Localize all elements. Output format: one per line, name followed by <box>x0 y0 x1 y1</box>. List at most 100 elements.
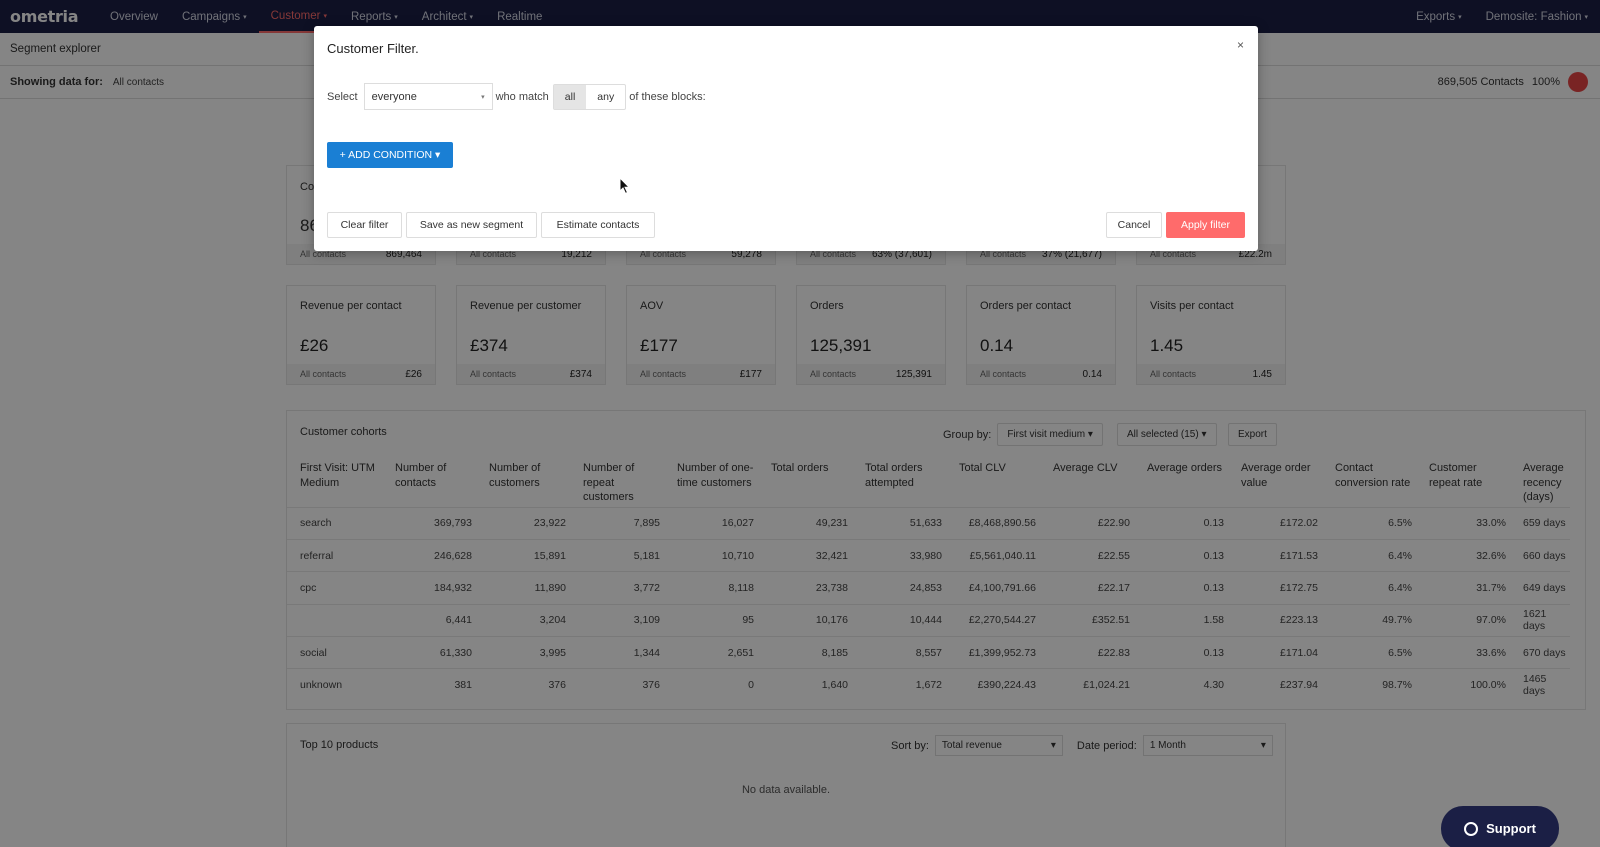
table-cell: 1465 days <box>1510 668 1570 702</box>
table-cell: 3,772 <box>570 571 664 605</box>
close-icon[interactable]: × <box>1236 38 1244 52</box>
table-cell: £22.17 <box>1040 571 1134 605</box>
column-header[interactable]: Average recency (days) <box>1523 462 1564 503</box>
avatar[interactable] <box>1568 72 1588 92</box>
table-cell: 3,109 <box>570 603 664 637</box>
card-footer: All contacts 125,391 <box>797 364 945 384</box>
audience-select[interactable]: everyone ▾ <box>363 83 493 110</box>
nav-item-realtime[interactable]: Realtime <box>485 0 554 33</box>
nav-item-campaigns[interactable]: Campaigns ▾ <box>170 0 259 33</box>
table-cell: 376 <box>570 668 664 702</box>
table-cell: 1,672 <box>852 668 946 702</box>
stat-card: Orders 125,391 All contacts 125,391 <box>796 285 946 385</box>
nav-item-customer[interactable]: Customer ▾ <box>258 0 339 33</box>
table-cell: 1,640 <box>758 668 852 702</box>
contacts-count: 869,505 Contacts <box>1437 76 1524 88</box>
contacts-summary: 869,505 Contacts 100% <box>1438 72 1588 92</box>
column-header[interactable]: Number of contacts <box>395 462 447 489</box>
card-title: Orders per contact <box>980 300 1072 312</box>
date-period-select[interactable]: 1 Month ▾ <box>1142 735 1273 756</box>
export-button[interactable]: Export <box>1228 423 1277 446</box>
mouse-cursor-icon <box>619 177 631 195</box>
group-by-control: Group by: First visit medium ▾ <box>943 423 1103 446</box>
column-header[interactable]: Total orders <box>771 462 829 474</box>
column-header[interactable]: Number of repeat customers <box>583 462 635 503</box>
chevron-down-icon: ▾ <box>323 12 327 20</box>
sort-select[interactable]: Total revenue ▾ <box>934 735 1063 756</box>
match-all-option[interactable]: all <box>553 84 587 109</box>
save-segment-button[interactable]: Save as new segment <box>406 212 537 238</box>
stat-card: Revenue per customer £374 All contacts £374 <box>456 285 606 385</box>
top-products-title: Top 10 products <box>300 739 379 751</box>
card-value: 125,391 <box>810 336 872 355</box>
table-cell: 15,891 <box>476 538 570 572</box>
table-cell: 649 days <box>1510 571 1570 605</box>
table-cell: 6,441 <box>382 603 476 637</box>
table-cell: 1621 days <box>1510 603 1570 637</box>
chevron-down-icon: ▾ <box>394 13 398 21</box>
column-header[interactable]: Number of one-time customers <box>677 462 754 489</box>
table-cell: 8,557 <box>852 636 946 669</box>
match-any-option[interactable]: any <box>597 90 615 103</box>
table-row: search 369,793 23,922 7,895 16,027 49,231 51,6… <box>287 506 1570 540</box>
table-cell: unknown <box>287 668 382 702</box>
column-header[interactable]: Number of customers <box>489 462 541 489</box>
table-cell: £8,468,890.56 <box>946 506 1040 540</box>
nav-item-overview[interactable]: Overview <box>98 0 170 33</box>
columns-select[interactable]: All selected (15) ▾ <box>1117 423 1217 446</box>
column-header[interactable]: Contact conversion rate <box>1335 462 1411 489</box>
table-row: 6,441 3,204 3,109 95 10,176 10,444 £2,270,544.… <box>287 603 1570 637</box>
exports-label: Exports <box>1416 10 1456 23</box>
column-header[interactable]: Total CLV <box>959 462 1006 474</box>
table-cell: 97.0% <box>1416 603 1510 637</box>
nav-item-reports[interactable]: Reports ▾ <box>339 0 410 33</box>
table-cell: social <box>287 636 382 669</box>
chevron-down-icon: ▾ <box>481 93 485 101</box>
table-cell: £22.90 <box>1040 506 1134 540</box>
table-cell: £1,024.21 <box>1040 668 1134 702</box>
ometria-logo[interactable]: ometria <box>10 7 79 26</box>
chevron-down-icon: ▾ <box>1050 740 1056 751</box>
table-cell: 376 <box>476 668 570 702</box>
column-header[interactable]: Total orders attempted <box>865 462 923 489</box>
who-match-label: who match <box>495 90 549 103</box>
column-header[interactable]: Average order value <box>1241 462 1311 489</box>
apply-filter-button[interactable]: Apply filter <box>1166 212 1245 238</box>
column-header[interactable]: First Visit: UTM Medium <box>300 462 375 489</box>
table-cell: £22.55 <box>1040 538 1134 572</box>
table-cell: 670 days <box>1510 636 1570 669</box>
segment-select[interactable]: All contacts <box>112 76 165 88</box>
table-cell: £1,399,952.73 <box>946 636 1040 669</box>
account-menu[interactable]: Demosite: Fashion ▾ <box>1474 0 1600 33</box>
card-value: £26 <box>300 336 329 355</box>
card-value: 0.14 <box>980 336 1014 355</box>
column-header[interactable]: Average orders <box>1147 462 1223 474</box>
table-cell: 6.4% <box>1322 538 1416 572</box>
cancel-button[interactable]: Cancel <box>1106 212 1162 238</box>
table-cell: 2,651 <box>664 636 758 669</box>
card-footer-label: All contacts <box>300 369 347 379</box>
sort-value: Total revenue <box>941 740 1002 751</box>
contacts-percent: 100% <box>1531 76 1560 88</box>
cohorts-title: Customer cohorts <box>300 426 387 438</box>
card-title: Orders <box>810 300 844 312</box>
column-header[interactable]: Customer repeat rate <box>1429 462 1483 489</box>
column-header[interactable]: Average CLV <box>1053 462 1118 474</box>
card-footer-value: £374 <box>569 368 592 380</box>
table-cell: £2,270,544.27 <box>946 603 1040 637</box>
estimate-contacts-button[interactable]: Estimate contacts <box>541 212 655 238</box>
support-button[interactable]: Support <box>1441 806 1559 847</box>
nav-item-architect[interactable]: Architect ▾ <box>410 0 485 33</box>
table-cell: 49,231 <box>758 506 852 540</box>
nav-item-label: Campaigns <box>181 10 241 23</box>
table-cell: 381 <box>382 668 476 702</box>
table-cell: 6.5% <box>1322 506 1416 540</box>
exports-menu[interactable]: Exports ▾ <box>1404 0 1474 33</box>
chevron-down-icon: ▾ <box>1087 429 1093 440</box>
table-cell: £390,224.43 <box>946 668 1040 702</box>
group-by-select[interactable]: First visit medium ▾ <box>997 423 1103 446</box>
clear-filter-button[interactable]: Clear filter <box>327 212 402 238</box>
customer-cohorts-panel: Customer cohorts Group by: First visit m… <box>286 410 1586 710</box>
add-condition-button[interactable]: + ADD CONDITION ▾ <box>327 142 453 168</box>
nav-item-label: Overview <box>110 10 158 23</box>
